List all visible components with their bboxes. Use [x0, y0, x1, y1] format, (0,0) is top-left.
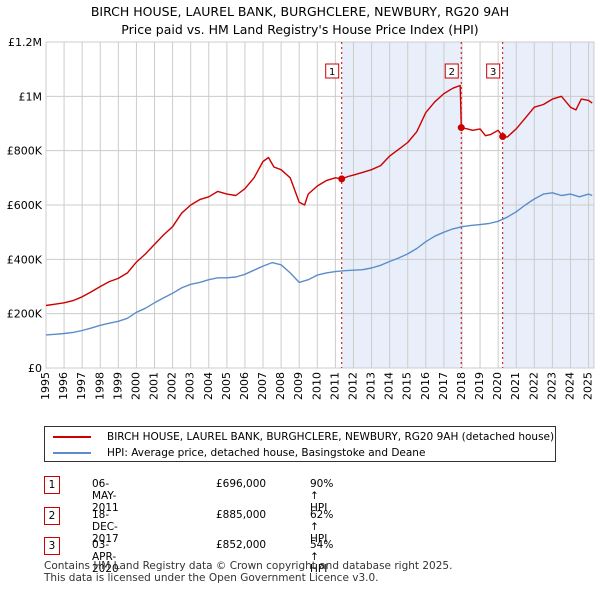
y-axis-ticks: £0 £200K £400K £600K £800K £1M £1.2M — [7, 36, 43, 375]
sale-number-badge: 2 — [44, 507, 60, 525]
sale-hpi-change: 54% ↑ HPI — [310, 539, 334, 575]
x-tick-label: 2020 — [491, 372, 504, 400]
sale-price: £696,000 — [216, 478, 267, 490]
sale-date: 06-MAY-2011 — [92, 478, 119, 514]
x-tick-label: 2021 — [509, 372, 522, 400]
x-tick-label: 2015 — [401, 372, 414, 400]
sale-points — [338, 124, 507, 183]
chart-title: BIRCH HOUSE, LAUREL BANK, BURGHCLERE, NE… — [90, 4, 510, 19]
y-tick-label: £0 — [28, 362, 42, 375]
chart-subtitle: Price paid vs. HM Land Registry's House … — [121, 22, 479, 37]
sale-vlines — [341, 42, 504, 368]
footer-licence: This data is licensed under the Open Gov… — [44, 572, 379, 584]
x-tick-label: 2001 — [148, 372, 161, 400]
sale-hpi-change: 62% ↑ HPI — [310, 509, 334, 545]
x-tick-label: 2025 — [582, 372, 595, 400]
sale-number-badge: 1 — [44, 476, 60, 494]
x-tick-label: 2005 — [220, 372, 233, 400]
y-tick-label: £1M — [19, 90, 43, 103]
sale-point — [457, 124, 465, 132]
sale-label-box — [486, 63, 501, 79]
sale-point — [499, 133, 507, 141]
sale-label-text: 3 — [490, 67, 496, 78]
legend-item-hpi: HPI: Average price, detached house, Basi… — [53, 445, 425, 461]
x-tick-label: 1999 — [111, 372, 124, 400]
x-tick-label: 2016 — [419, 372, 432, 400]
sale-price: £885,000 — [216, 509, 267, 521]
x-tick-label: 2012 — [346, 372, 359, 400]
legend: BIRCH HOUSE, LAUREL BANK, BURGHCLERE, NE… — [44, 426, 556, 462]
legend-label-hpi: HPI: Average price, detached house, Basi… — [107, 447, 426, 459]
sale-label-box — [444, 63, 459, 79]
x-tick-label: 2007 — [256, 372, 269, 400]
x-tick-label: 2023 — [545, 372, 558, 400]
y-tick-label: £600K — [7, 199, 43, 212]
sale-label-text: 2 — [449, 67, 455, 78]
x-tick-label: 2002 — [166, 372, 179, 400]
x-tick-label: 2013 — [365, 372, 378, 400]
x-axis-ticks: 1995 1996 1997 1998 1999 2000 2001 2002 2003 2004… — [39, 372, 595, 400]
y-tick-label: £1.2M — [8, 36, 42, 49]
legend-swatch-property — [53, 436, 91, 438]
sale-label-box — [325, 63, 340, 79]
x-tick-label: 2024 — [563, 372, 576, 400]
footer-copyright: Contains HM Land Registry data © Crown c… — [44, 560, 453, 572]
sale-labels: 1 2 3 — [325, 63, 501, 79]
x-tick-label: 1995 — [39, 372, 52, 400]
sale-point — [338, 175, 346, 183]
x-tick-label: 2004 — [202, 372, 215, 400]
x-tick-label: 2009 — [292, 372, 305, 400]
legend-item-property: BIRCH HOUSE, LAUREL BANK, BURGHCLERE, NE… — [53, 429, 554, 445]
legend-swatch-hpi — [53, 452, 91, 454]
sale-number-badge: 3 — [44, 537, 60, 555]
sale-date: 03-APR-2020 — [92, 539, 119, 575]
x-tick-label: 2000 — [129, 372, 142, 400]
x-tick-label: 1998 — [93, 372, 106, 400]
x-tick-label: 2010 — [310, 372, 323, 400]
x-tick-label: 2006 — [238, 372, 251, 400]
sale-price: £852,000 — [216, 539, 267, 551]
x-tick-label: 2019 — [473, 372, 486, 400]
sale-date: 18-DEC-2017 — [92, 509, 119, 545]
x-tick-label: 2018 — [455, 372, 468, 400]
x-tick-label: 2011 — [328, 372, 341, 400]
hpi-line — [45, 192, 593, 336]
x-tick-label: 2017 — [437, 372, 450, 400]
y-tick-label: £400K — [7, 253, 43, 266]
x-tick-label: 2003 — [184, 372, 197, 400]
sale-hpi-change: 90% ↑ HPI — [310, 478, 334, 514]
x-tick-label: 2022 — [527, 372, 540, 400]
sale-label-text: 1 — [329, 67, 335, 78]
footer: Contains HM Land Registry data © Crown c… — [44, 560, 452, 584]
x-tick-label: 1997 — [75, 372, 88, 400]
x-tick-label: 2014 — [383, 372, 396, 400]
x-tick-label: 2008 — [274, 372, 287, 400]
legend-label-property: BIRCH HOUSE, LAUREL BANK, BURGHCLERE, NE… — [107, 431, 555, 443]
y-tick-label: £800K — [7, 145, 43, 158]
x-tick-label: 1996 — [57, 372, 70, 400]
y-tick-label: £200K — [7, 308, 43, 321]
plot-frame — [45, 41, 595, 369]
